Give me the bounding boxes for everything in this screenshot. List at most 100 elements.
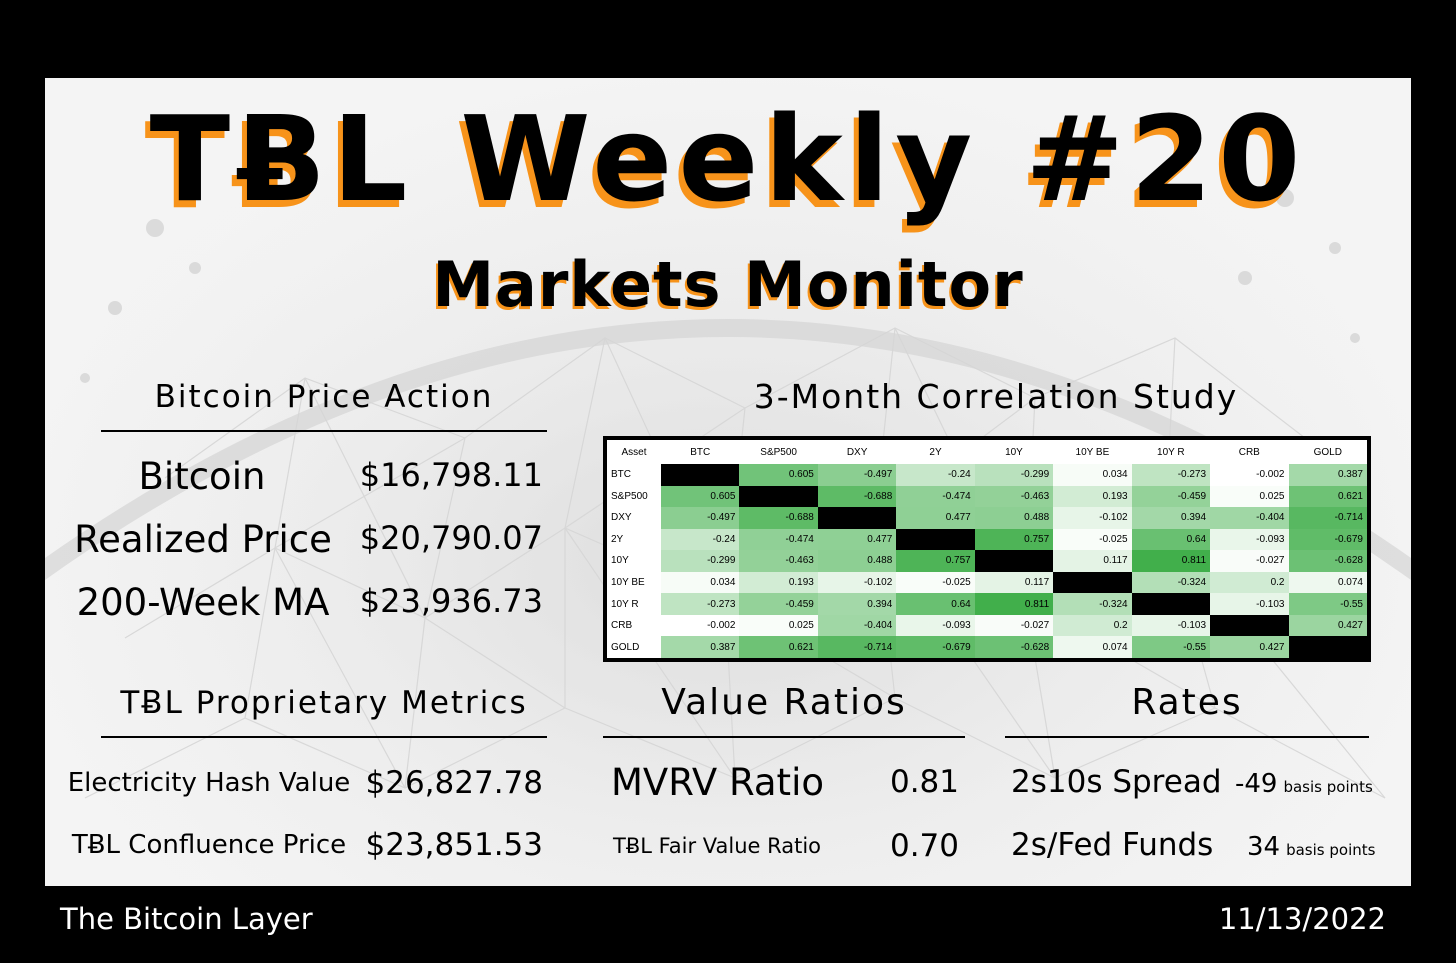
corr-cell: 0.117 [974, 571, 1054, 594]
corr-diagonal-cell [739, 485, 818, 508]
corr-row: 10Y -0.299 -0.463 0.488 0.757 0.117 0.811 -0.02… [607, 550, 1367, 572]
corr-cell: -0.027 [1210, 550, 1289, 572]
value-ratios-divider [603, 736, 965, 738]
corr-col-header: S&P500 [739, 440, 818, 464]
footer-brand: The Bitcoin Layer [60, 902, 313, 936]
correlation-heading: 3-Month Correlation Study [753, 377, 1239, 416]
corr-cell: -0.714 [817, 636, 897, 658]
corr-cell: 0.621 [739, 636, 818, 658]
corr-cell: 0.605 [661, 485, 740, 508]
corr-diagonal-cell [661, 464, 740, 486]
realized-price-value: $20,790.07 [359, 519, 543, 557]
corr-row-label: 10Y [607, 550, 661, 572]
corr-cell: 0.074 [1053, 636, 1132, 658]
corr-cell: 0.621 [1288, 485, 1367, 508]
corr-cell: -0.688 [739, 507, 818, 529]
corr-row-label: CRB [607, 614, 661, 637]
bitcoin-price-label: Bitcoin [138, 455, 266, 498]
2s-fed-funds-value: 34 basis points [1247, 834, 1375, 860]
corr-cell: -0.463 [739, 550, 818, 572]
corr-cell: -0.679 [1288, 528, 1367, 551]
corr-cell: 0.025 [739, 614, 818, 637]
corr-cell: -0.55 [1288, 593, 1367, 615]
value-ratios-heading: Value Ratios [661, 682, 907, 723]
corr-col-header: CRB [1210, 440, 1289, 464]
price-action-divider [101, 430, 547, 432]
corr-col-header: Asset [607, 440, 661, 464]
corr-cell: 0.034 [661, 571, 740, 594]
corr-cell: 0.488 [974, 507, 1054, 529]
corr-cell: 0.427 [1288, 614, 1367, 637]
corr-row: GOLD 0.387 0.621 -0.714 -0.679 -0.628 0.074 -0.… [607, 636, 1367, 658]
corr-row-label: BTC [607, 464, 661, 486]
corr-cell: -0.324 [1131, 571, 1211, 594]
2s10s-spread-label: 2s10s Spread [1011, 764, 1222, 800]
footer-date: 11/13/2022 [1218, 902, 1386, 936]
corr-cell: -0.102 [1053, 507, 1132, 529]
bitcoin-price-value: $16,798.11 [359, 456, 543, 494]
corr-cell: -0.497 [817, 464, 897, 486]
corr-cell: 0.477 [817, 528, 897, 551]
corr-cell: -0.628 [1288, 550, 1367, 572]
corr-cell: -0.463 [974, 485, 1054, 508]
2s10s-spread-value: -49 basis points [1235, 771, 1373, 797]
confluence-price-value: $23,851.53 [365, 827, 544, 863]
electricity-hash-value-label: Electricity Hash Value [67, 768, 351, 798]
corr-cell: -0.474 [896, 485, 975, 508]
correlation-table: Asset BTC S&P500 DXY 2Y 10Y 10Y BE 10Y R CRB GOLD… [603, 436, 1371, 662]
corr-diagonal-cell [1131, 593, 1211, 615]
corr-cell: 0.387 [1288, 464, 1367, 486]
corr-cell: 0.64 [896, 593, 975, 615]
main-panel: TɃL Weekly #20 Markets Monitor Bitcoin P… [45, 78, 1411, 886]
corr-col-header: DXY [817, 440, 897, 464]
corr-cell: 0.387 [661, 636, 740, 658]
corr-cell: -0.103 [1210, 593, 1289, 615]
proprietary-metrics-divider [101, 736, 547, 738]
realized-price-label: Realized Price [74, 518, 332, 561]
electricity-hash-value-value: $26,827.78 [365, 765, 544, 801]
corr-row-label: GOLD [607, 636, 661, 658]
corr-row: DXY -0.497 -0.688 0.477 0.488 -0.102 0.394 -0.4… [607, 507, 1367, 529]
corr-cell: 0.193 [739, 571, 818, 594]
fair-value-ratio-label: TɃL Fair Value Ratio [613, 834, 822, 858]
corr-row-label: 2Y [607, 528, 661, 551]
mvrv-ratio-value: 0.81 [889, 764, 959, 800]
corr-cell: -0.102 [817, 571, 897, 594]
corr-cell: -0.093 [896, 614, 975, 637]
corr-col-header: BTC [661, 440, 740, 464]
corr-cell: -0.324 [1053, 593, 1132, 615]
corr-cell: 0.811 [1131, 550, 1211, 572]
mvrv-ratio-label: MVRV Ratio [611, 761, 824, 804]
corr-cell: 0.193 [1053, 485, 1132, 508]
corr-cell: 0.2 [1053, 614, 1132, 637]
corr-row: CRB -0.002 0.025 -0.404 -0.093 -0.027 0.2 -0.10… [607, 614, 1367, 637]
page-subtitle: Markets Monitor [432, 248, 1024, 321]
corr-cell: -0.025 [1053, 528, 1132, 551]
corr-row-label: S&P500 [607, 485, 661, 508]
corr-cell: -0.273 [661, 593, 740, 615]
corr-cell: -0.24 [896, 464, 975, 486]
2s-fed-funds-label: 2s/Fed Funds [1011, 827, 1214, 863]
corr-cell: -0.002 [1210, 464, 1289, 486]
corr-col-header: 10Y R [1131, 440, 1211, 464]
corr-row: 2Y -0.24 -0.474 0.477 0.757 -0.025 0.64 -0.093-… [607, 528, 1367, 551]
corr-cell: -0.688 [817, 485, 897, 508]
corr-cell: 0.757 [896, 550, 975, 572]
corr-cell: 0.394 [1131, 507, 1211, 529]
corr-cell: 0.117 [1053, 550, 1132, 572]
corr-cell: -0.273 [1131, 464, 1211, 486]
corr-row: 10Y BE 0.034 0.193 -0.102 -0.025 0.117 -0.324 0… [607, 571, 1367, 594]
corr-cell: 0.605 [739, 464, 818, 486]
corr-cell: 0.427 [1210, 636, 1289, 658]
corr-cell: -0.002 [661, 614, 740, 637]
corr-diagonal-cell [974, 550, 1054, 572]
corr-diagonal-cell [817, 507, 897, 529]
corr-cell: -0.679 [896, 636, 975, 658]
corr-row: S&P500 0.605 -0.688 -0.474 -0.463 0.193 -0.459… [607, 485, 1367, 508]
corr-diagonal-cell [1210, 614, 1289, 637]
corr-cell: -0.299 [974, 464, 1054, 486]
corr-cell: -0.103 [1131, 614, 1211, 637]
2s-fed-funds-number: 34 [1247, 832, 1281, 862]
corr-cell: -0.404 [1210, 507, 1289, 529]
200-week-ma-value: $23,936.73 [359, 582, 543, 620]
